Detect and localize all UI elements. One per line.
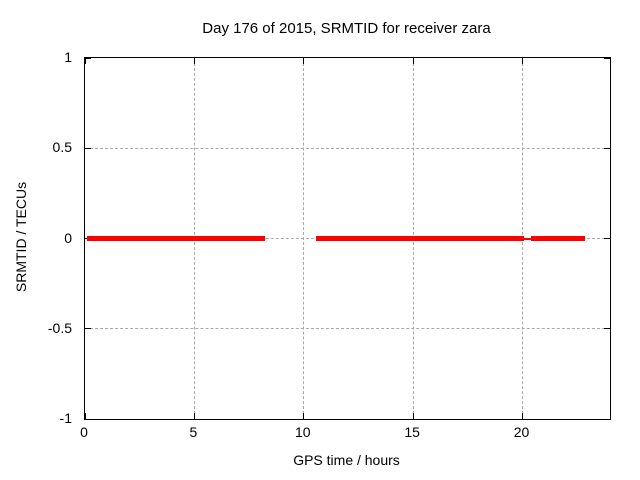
- x-tick-mark: [303, 58, 305, 64]
- y-tick-label: 0: [64, 229, 72, 246]
- y-tick-label: 0.5: [52, 139, 72, 156]
- data-segment: [531, 236, 585, 241]
- y-tick-mark: [604, 328, 610, 330]
- x-tick-label: 15: [404, 424, 420, 440]
- x-tick-mark: [84, 58, 86, 64]
- x-tick-label: 0: [80, 424, 88, 440]
- y-tick-label: 1: [64, 49, 72, 65]
- plot-area: [84, 57, 611, 420]
- x-tick-label: 20: [513, 424, 530, 440]
- x-tick-mark: [84, 413, 86, 419]
- y-gridline: [85, 328, 610, 330]
- y-tick-mark: [604, 57, 610, 59]
- x-tick-mark: [522, 58, 523, 64]
- x-axis-label: GPS time / hours: [293, 452, 400, 468]
- y-tick-mark: [85, 57, 91, 59]
- x-tick-label: 5: [189, 424, 198, 440]
- y-tick-mark: [604, 147, 610, 149]
- x-tick-label: 10: [294, 424, 311, 440]
- x-tick-mark: [522, 413, 523, 419]
- y-gridline: [85, 147, 610, 149]
- x-tick-mark: [303, 413, 305, 419]
- x-tick-mark: [193, 413, 195, 419]
- y-tick-mark: [85, 147, 91, 149]
- data-segment: [523, 237, 532, 240]
- x-tick-mark: [193, 58, 195, 64]
- y-tick-mark: [604, 238, 610, 239]
- x-tick-mark: [412, 58, 414, 64]
- x-tick-mark: [412, 413, 414, 419]
- y-tick-label: -0.5: [47, 319, 72, 336]
- data-segment: [87, 236, 266, 241]
- y-tick-mark: [85, 418, 91, 420]
- y-tick-label: -1: [59, 410, 72, 426]
- y-tick-mark: [85, 328, 91, 330]
- chart-title: Day 176 of 2015, SRMTID for receiver zar…: [202, 20, 491, 37]
- y-tick-mark: [604, 418, 610, 420]
- data-segment: [315, 236, 524, 241]
